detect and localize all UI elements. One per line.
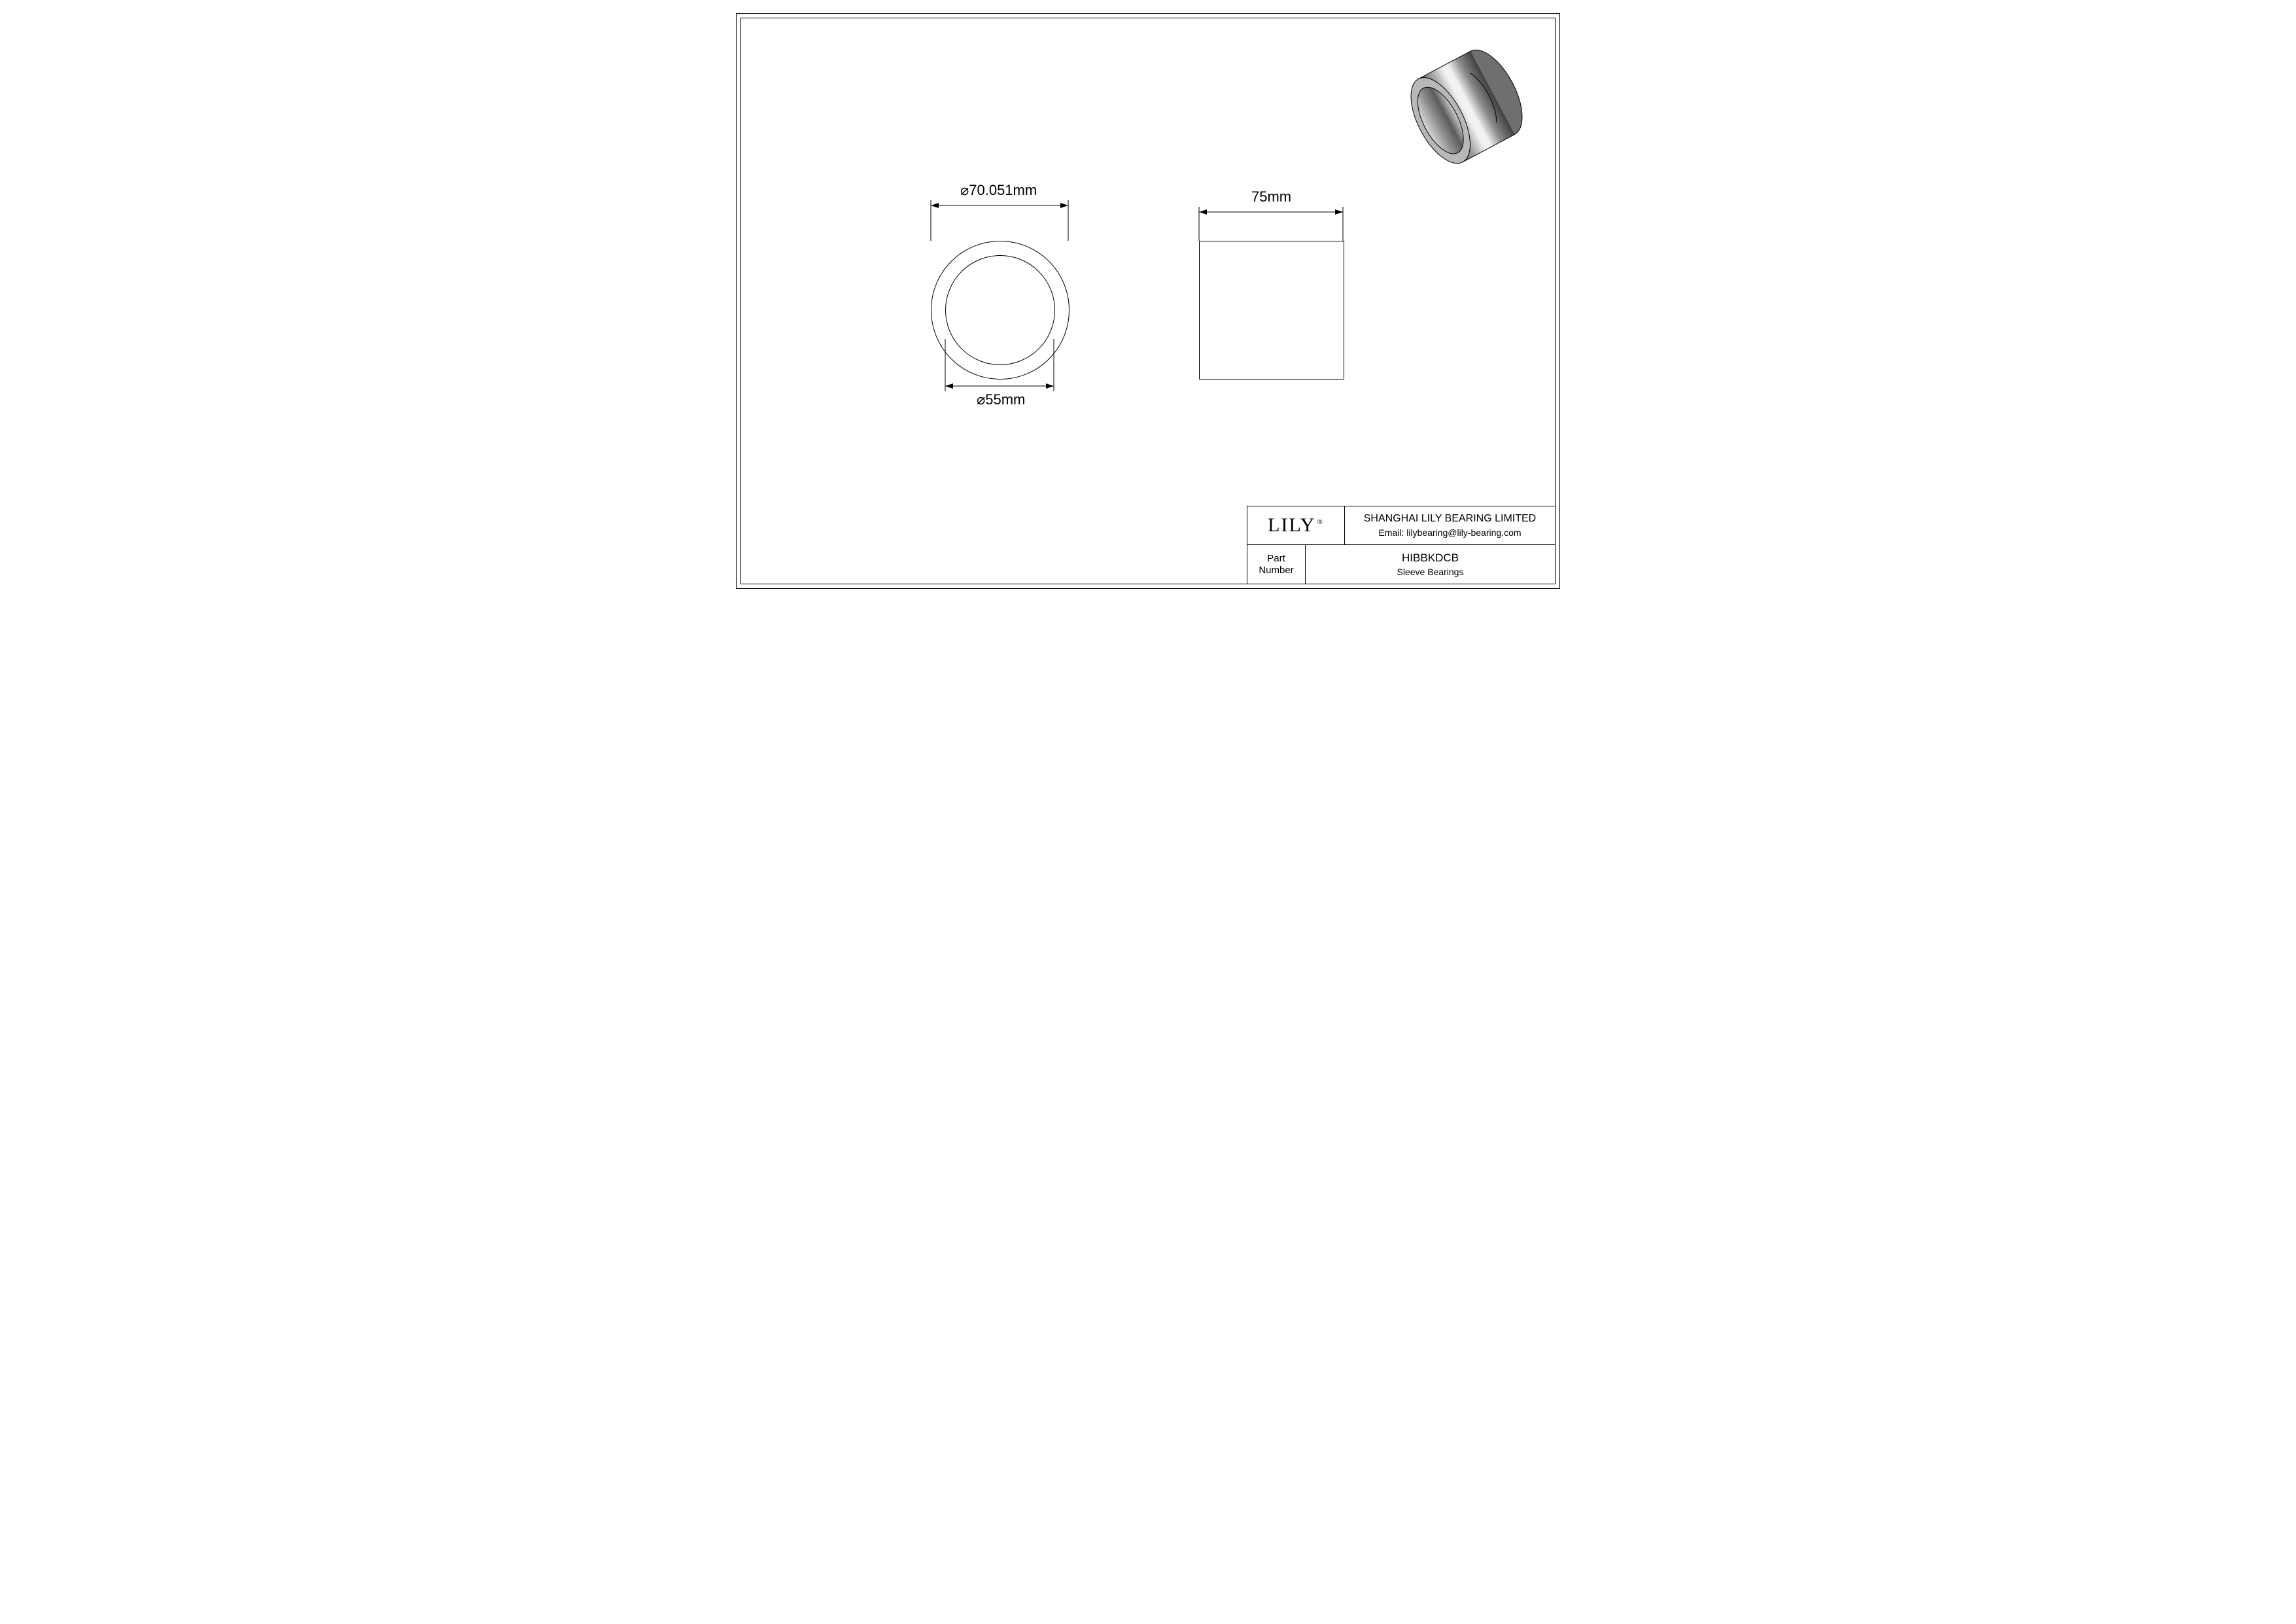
inner-diameter-label: ⌀55mm: [977, 391, 1025, 408]
outer-diameter-value: 70.051mm: [969, 182, 1037, 198]
outer-frame: ⌀70.051mm ⌀55mm: [736, 13, 1560, 589]
logo-text: LILY®: [1268, 514, 1324, 537]
registered-mark: ®: [1317, 518, 1323, 526]
inner-frame: ⌀70.051mm ⌀55mm: [740, 18, 1556, 584]
part-label-line2: Number: [1259, 565, 1293, 576]
title-block-row-part: Part Number HIBBKDCB Sleeve Bearings: [1247, 545, 1555, 584]
company-name: SHANGHAI LILY BEARING LIMITED: [1364, 513, 1536, 525]
side-profile-rect: [1199, 241, 1344, 380]
part-description: Sleeve Bearings: [1397, 567, 1464, 577]
length-label: 75mm: [1251, 188, 1291, 205]
length-value: 75mm: [1251, 188, 1291, 205]
part-label-line1: Part: [1267, 553, 1285, 564]
diameter-symbol: ⌀: [960, 182, 969, 198]
part-number-label-cell: Part Number: [1247, 545, 1306, 584]
outer-diameter-label: ⌀70.051mm: [960, 182, 1037, 199]
drawing-sheet: ⌀70.051mm ⌀55mm: [723, 0, 1573, 602]
inner-diameter-value: 55mm: [985, 391, 1025, 408]
isometric-view: [1398, 38, 1535, 175]
title-block: LILY® SHANGHAI LILY BEARING LIMITED Emai…: [1247, 506, 1555, 584]
part-number-value-cell: HIBBKDCB Sleeve Bearings: [1306, 545, 1555, 584]
logo-name: LILY: [1268, 514, 1315, 536]
company-email: Email: lilybearing@lily-bearing.com: [1378, 527, 1521, 538]
sleeve-3d-icon: [1398, 38, 1535, 175]
front-view-dimensions: [918, 175, 1088, 411]
company-info-cell: SHANGHAI LILY BEARING LIMITED Email: lil…: [1345, 506, 1555, 544]
diameter-symbol: ⌀: [977, 391, 985, 408]
part-number: HIBBKDCB: [1402, 552, 1459, 565]
title-block-row-company: LILY® SHANGHAI LILY BEARING LIMITED Emai…: [1247, 506, 1555, 545]
logo-cell: LILY®: [1247, 506, 1345, 544]
